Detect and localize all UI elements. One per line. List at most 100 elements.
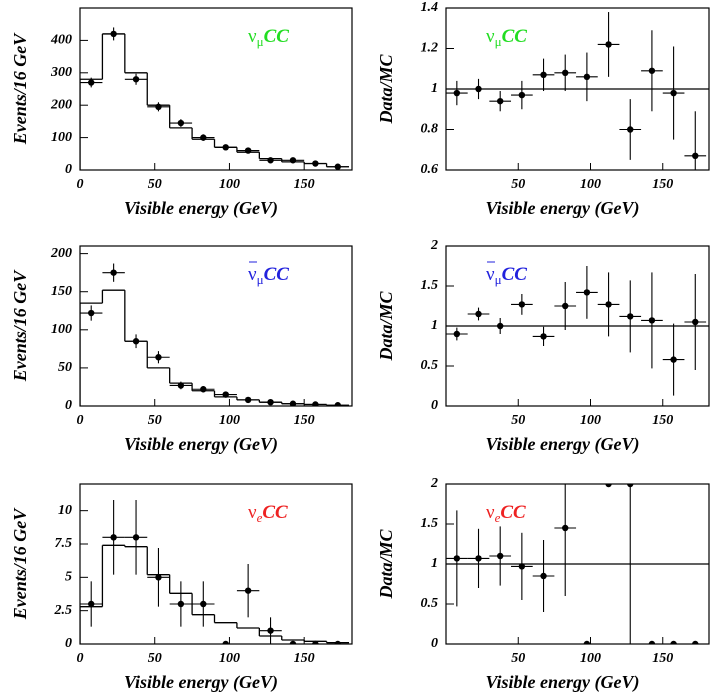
data-point (518, 301, 526, 308)
data-point (648, 317, 656, 324)
data-point (289, 640, 297, 644)
data-point (267, 398, 274, 406)
annotation-subscript: μ (495, 34, 502, 49)
annotation-text: CC (502, 264, 528, 285)
data-point (155, 354, 162, 361)
y-tick-label: 0 (431, 636, 438, 651)
data-point (244, 587, 252, 594)
data-point (627, 484, 634, 488)
annotation-subscript: μ (495, 272, 502, 287)
annotation-text: CC (262, 502, 288, 523)
data-point (222, 144, 229, 151)
data-point (583, 640, 591, 644)
data-point (475, 310, 482, 318)
annotation-symbol: ν (248, 26, 257, 47)
x-tick-label: 100 (580, 651, 601, 666)
y-axis-label: Data/MC (376, 291, 396, 362)
annotation-subscript: μ (257, 34, 264, 49)
y-tick-label: 0 (65, 636, 72, 651)
frame (79, 483, 353, 645)
annotation-symbol: ν (486, 264, 495, 285)
annotation-subscript: μ (257, 272, 264, 287)
annotation-symbol: ν (248, 264, 257, 285)
panel: 0 50 100 150 0 100 200 300 400 Visible energy (Ge… (10, 7, 353, 219)
annotation-symbol: ν (248, 502, 257, 523)
data-point (312, 401, 319, 406)
y-tick-label: 150 (51, 284, 72, 299)
x-tick-label: 50 (511, 177, 525, 192)
data-point (132, 76, 140, 83)
data-point (583, 73, 591, 81)
frame (79, 245, 353, 407)
data-point (110, 30, 117, 38)
annotation-subscript: e (495, 510, 501, 525)
data-point (518, 91, 526, 99)
data-point (540, 71, 547, 79)
y-tick-label: 1.5 (421, 278, 439, 293)
y-tick-label: 1 (431, 318, 438, 333)
data-point (177, 600, 185, 608)
x-tick-label: 150 (652, 177, 673, 192)
x-axis-label: Visible energy (GeV) (124, 672, 278, 693)
y-tick-label: 5 (65, 570, 72, 585)
data-point (244, 396, 252, 404)
data-point (453, 555, 461, 562)
y-tick-label: 10 (58, 503, 72, 518)
y-axis-label: Events/16 GeV (10, 269, 30, 382)
panel: 0 50 100 150 0 2.5 5 7.5 10 Visible energy (GeV) E… (10, 483, 353, 693)
x-tick-label: 150 (294, 177, 315, 192)
data-point (518, 563, 526, 570)
data-point (312, 160, 319, 167)
y-tick-label: 200 (50, 97, 72, 112)
data-point (312, 640, 319, 644)
y-tick-label: 1 (431, 81, 438, 96)
x-tick-label: 0 (77, 177, 84, 192)
data-point (244, 147, 252, 154)
annotation-subscript: e (257, 510, 263, 525)
annotation: νμCC (486, 26, 527, 49)
plot-area (80, 263, 350, 406)
data-point (88, 79, 95, 86)
y-tick-label: 0 (431, 398, 438, 413)
data-point (692, 640, 699, 644)
data-point (692, 152, 699, 160)
y-tick-label: 1.4 (421, 0, 439, 15)
data-point (562, 302, 569, 310)
annotation: νμCC (486, 264, 527, 287)
y-tick-label: 2.5 (54, 603, 73, 618)
data-point (475, 555, 482, 562)
x-tick-label: 50 (511, 651, 525, 666)
x-tick-label: 150 (652, 651, 673, 666)
frame (79, 7, 353, 171)
data-point (496, 322, 504, 330)
panel: 0 50 100 150 0 50 100 150 200 Visible energy (GeV… (10, 245, 353, 455)
y-tick-label: 300 (50, 65, 72, 80)
y-tick-label: 1.5 (421, 516, 439, 531)
y-tick-label: 50 (58, 360, 72, 375)
data-point (200, 386, 207, 393)
data-point (496, 552, 504, 560)
x-tick-label: 50 (148, 651, 162, 666)
x-axis-label: Visible energy (GeV) (124, 434, 278, 455)
annotation: νeCC (248, 502, 288, 525)
data-point (627, 126, 634, 133)
x-axis-label: Visible energy (GeV) (124, 198, 278, 219)
x-tick-label: 100 (219, 651, 240, 666)
data-point (475, 85, 482, 93)
plot-area (80, 500, 350, 644)
y-tick-label: 0.8 (421, 122, 439, 137)
x-tick-label: 150 (652, 413, 673, 428)
panel: 50 100 150 0.6 0.8 1 1.2 1.4 Visible energy (GeV… (376, 0, 710, 219)
y-tick-label: 2 (430, 238, 438, 253)
annotation: νeCC (486, 502, 526, 525)
y-axis-label: Data/MC (376, 54, 396, 125)
annotation-text: CC (264, 264, 290, 285)
annotation-symbol: ν (486, 502, 495, 523)
data-point (605, 301, 612, 308)
y-tick-label: 200 (50, 246, 72, 261)
data-point (200, 134, 207, 141)
data-point (334, 640, 342, 644)
data-point (177, 382, 185, 389)
plot-area (80, 27, 350, 170)
y-tick-label: 0 (65, 162, 72, 177)
